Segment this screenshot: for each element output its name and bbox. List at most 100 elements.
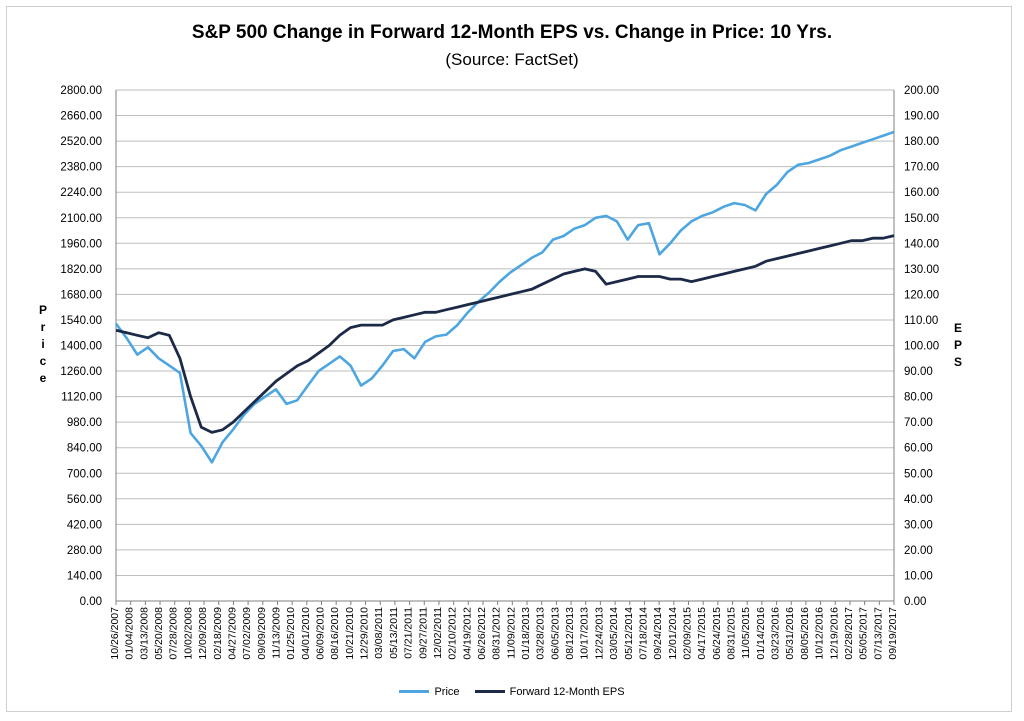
- y-tick-label-right: 150.00: [904, 213, 939, 225]
- x-tick-label: 01/25/2010: [285, 607, 297, 660]
- y-tick-label-right: 20.00: [904, 545, 933, 557]
- legend-item-eps: Forward 12-Month EPS: [474, 685, 625, 698]
- x-tick-label: 11/13/2009: [270, 607, 282, 659]
- x-tick-label: 10/12/2016: [814, 607, 826, 660]
- x-tick-label: 02/28/2017: [843, 607, 855, 660]
- x-tick-label: 04/19/2012: [461, 607, 473, 660]
- x-tick-label: 02/18/2009: [212, 607, 224, 660]
- x-tick-label: 06/05/2013: [549, 607, 561, 660]
- x-tick-label: 06/09/2010: [315, 607, 327, 660]
- y-tick-label-right: 10.00: [904, 570, 933, 582]
- x-tick-label: 03/05/2014: [608, 607, 620, 660]
- y-tick-label-right: 200.00: [904, 85, 939, 97]
- y-tick-label-left: 420.00: [67, 519, 102, 531]
- x-tick-label: 12/24/2013: [593, 607, 605, 660]
- x-tick-label: 12/02/2011: [432, 607, 444, 659]
- legend-label-eps: Forward 12-Month EPS: [509, 685, 625, 698]
- x-tick-label: 08/31/2012: [491, 607, 503, 660]
- chart-subtitle: (Source: FactSet): [445, 50, 579, 69]
- x-tick-label: 05/20/2008: [153, 607, 165, 660]
- x-tick-label: 06/24/2015: [711, 607, 723, 660]
- x-tick-label: 10/02/2008: [182, 607, 194, 660]
- x-tick-label: 01/04/2008: [124, 607, 136, 660]
- y-tick-label-left: 700.00: [67, 468, 102, 480]
- y-tick-label-right: 140.00: [904, 238, 939, 250]
- x-tick-label: 02/09/2015: [681, 607, 693, 660]
- eps-series-line: [115, 234, 895, 434]
- x-tick-label: 12/29/2010: [359, 607, 371, 660]
- chart-frame: [6, 6, 1012, 712]
- x-tick-label: 09/09/2009: [256, 607, 268, 660]
- y-tick-label-right: 70.00: [904, 417, 933, 429]
- x-tick-label: 10/17/2013: [579, 607, 591, 660]
- y-tick-label-left: 140.00: [67, 570, 102, 582]
- x-tick-label: 07/02/2009: [241, 607, 253, 660]
- y-tick-label-right: 100.00: [904, 341, 939, 353]
- y-tick-label-left: 840.00: [67, 443, 102, 455]
- y-tick-label-left: 1400.00: [60, 341, 102, 353]
- price-series-line: [114, 130, 895, 464]
- y-tick-label-right: 190.00: [904, 111, 939, 123]
- y-tick-label-left: 2380.00: [60, 162, 102, 174]
- x-tick-label: 04/01/2010: [300, 607, 312, 660]
- x-tick-label: 05/12/2014: [623, 607, 635, 660]
- y-tick-label-left: 2520.00: [60, 136, 102, 148]
- x-tick-label: 08/16/2010: [329, 607, 341, 660]
- x-tick-label: 09/27/2011: [417, 607, 429, 659]
- y-tick-label-left: 2240.00: [60, 187, 102, 199]
- y-tick-label-right: 160.00: [904, 187, 939, 199]
- y-tick-label-left: 1260.00: [60, 366, 102, 378]
- y-tick-label-left: 280.00: [67, 545, 102, 557]
- x-tick-label: 05/05/2017: [858, 607, 870, 660]
- x-tick-label: 04/17/2015: [696, 607, 708, 660]
- y-tick-label-right: 90.00: [904, 366, 933, 378]
- legend-swatch-eps: [474, 690, 505, 693]
- x-tick-label: 05/31/2016: [784, 607, 796, 660]
- x-tick-label: 07/13/2017: [872, 607, 884, 660]
- y-tick-label-left: 0.00: [80, 596, 102, 608]
- y-tick-label-right: 130.00: [904, 264, 939, 276]
- x-tick-label: 12/09/2008: [197, 607, 209, 660]
- y-tick-label-left: 1960.00: [60, 238, 102, 250]
- y-tick-label-left: 2660.00: [60, 111, 102, 123]
- x-tick-label: 10/21/2010: [344, 607, 356, 660]
- chart-title: S&P 500 Change in Forward 12-Month EPS v…: [191, 22, 833, 43]
- legend: Price Forward 12-Month EPS: [0, 684, 1024, 698]
- y-tick-label-right: 180.00: [904, 136, 939, 148]
- x-tick-label: 11/05/2015: [740, 607, 752, 659]
- x-tick-label: 04/27/2009: [226, 607, 238, 660]
- x-tick-label: 12/19/2016: [828, 607, 840, 660]
- x-tick-label: 08/05/2016: [799, 607, 811, 660]
- x-tick-label: 10/26/2007: [109, 607, 121, 660]
- x-tick-label: 01/14/2016: [755, 607, 767, 660]
- y-tick-label-left: 980.00: [67, 417, 102, 429]
- x-tick-label: 06/26/2012: [476, 607, 488, 660]
- y-tick-label-right: 110.00: [904, 315, 938, 327]
- y-tick-label-left: 1120.00: [61, 392, 102, 404]
- x-tick-label: 08/12/2013: [564, 607, 576, 660]
- x-tick-label: 12/01/2014: [667, 607, 679, 660]
- y-tick-label-right: 30.00: [904, 519, 933, 531]
- x-tick-label: 03/28/2013: [535, 607, 547, 660]
- y-tick-label-left: 1680.00: [60, 289, 102, 301]
- x-tick-label: 03/08/2011: [373, 607, 385, 659]
- x-tick-label: 07/21/2011: [403, 607, 415, 659]
- legend-item-price: Price: [399, 685, 460, 698]
- x-tick-label: 05/13/2011: [388, 607, 400, 659]
- x-tick-label: 08/31/2015: [726, 607, 738, 660]
- legend-label-price: Price: [434, 685, 460, 698]
- legend-swatch-price: [399, 690, 430, 693]
- y-tick-label-right: 60.00: [904, 443, 933, 455]
- y-tick-label-left: 560.00: [67, 494, 102, 506]
- y-tick-label-left: 1540.00: [60, 315, 102, 327]
- x-tick-label: 01/18/2013: [520, 607, 532, 660]
- y-tick-label-left: 2100.00: [60, 213, 102, 225]
- x-tick-label: 07/18/2014: [637, 607, 649, 660]
- x-tick-label: 02/10/2012: [447, 607, 459, 660]
- y-tick-label-left: 2800.00: [60, 85, 102, 97]
- x-tick-label: 11/09/2012: [505, 607, 517, 659]
- x-tick-label: 09/19/2017: [887, 607, 899, 660]
